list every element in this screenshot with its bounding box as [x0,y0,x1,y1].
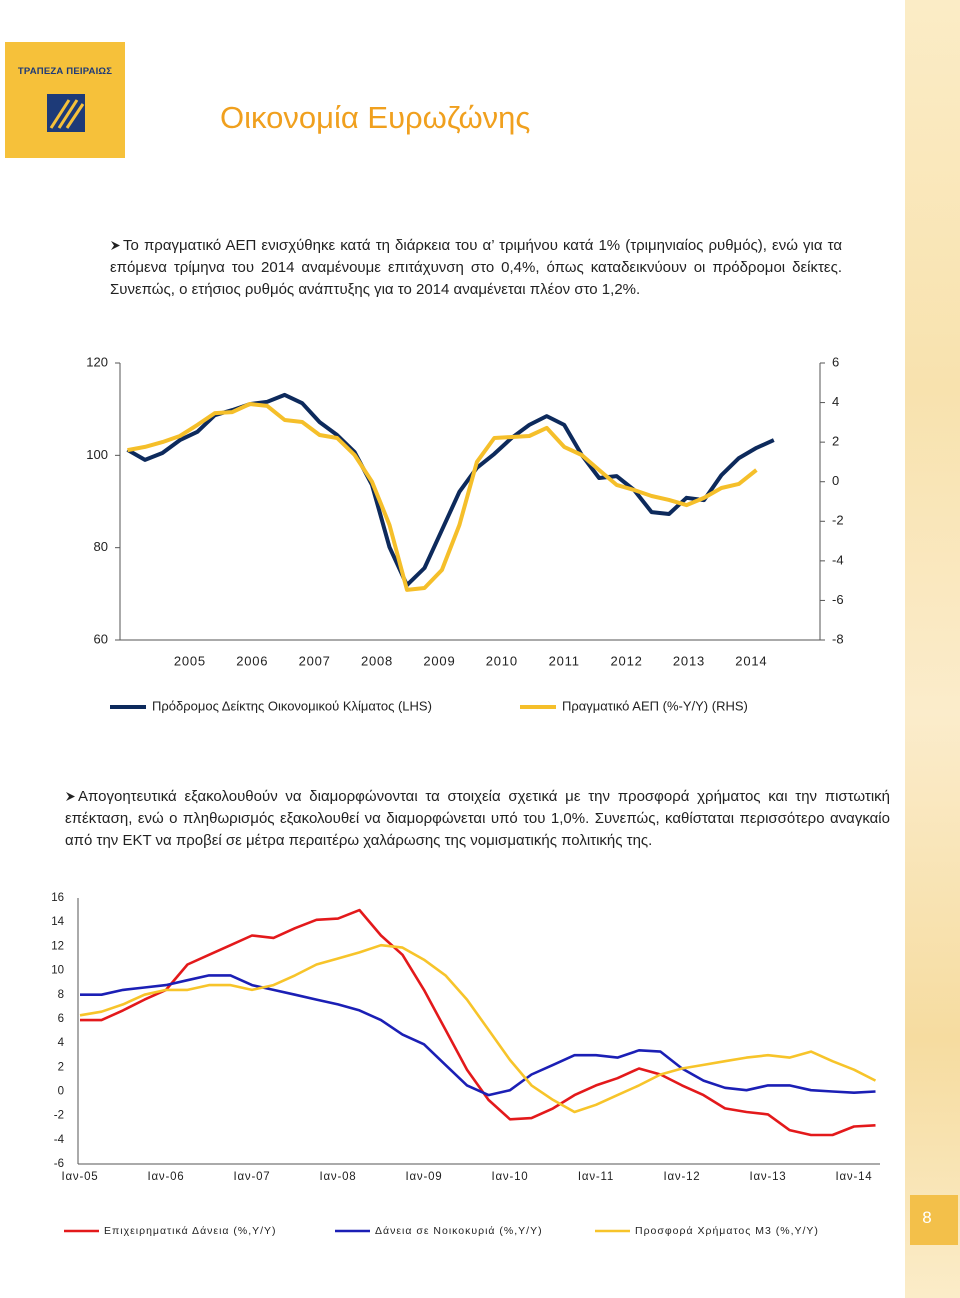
x-tick-label: 2010 [486,653,518,668]
x-tick-label: 2008 [361,653,393,668]
x-tick-label: Ιαν-05 [61,1171,98,1183]
x-tick-label: Ιαν-13 [749,1171,786,1183]
y-tick-label: 8 [58,989,64,1001]
x-tick-label: Ιαν-11 [578,1171,614,1183]
legend-label: Πραγματικό ΑΕΠ (%-Y/Y) (RHS) [562,698,748,713]
x-tick-label: Ιαν-07 [233,1171,270,1183]
y-tick-label: 14 [51,916,64,928]
x-tick-label: 2014 [735,653,767,668]
paragraph: Το πραγματικό ΑΕΠ ενισχύθηκε κατά τη διά… [110,235,842,301]
y-tick-label: 60 [94,631,108,646]
legend-label: Επιχειρηματικά Δάνεια (%,Υ/Υ) [104,1225,277,1237]
y-tick-label: -6 [54,1158,64,1170]
page-number: 8 [922,1208,932,1227]
logo: ΤΡΑΠΕΖΑ ΠΕΙΡΑΙΩΣ [5,42,125,158]
x-tick-label: Ιαν-12 [663,1171,700,1183]
paragraph-text: Το πραγματικό ΑΕΠ ενισχύθηκε κατά τη διά… [110,237,842,298]
y2-tick-label: 2 [832,434,839,449]
legend-label: Πρόδρομος Δείκτης Οικονομικού Κλίματος (… [152,698,432,713]
legend-label: Δάνεια σε Νοικοκυριά (%,Υ/Υ) [375,1225,543,1237]
y-tick-label: 16 [51,892,64,904]
page-title: Οικονομία Ευρωζώνης [220,100,531,135]
series-line [79,943,877,1114]
x-tick-label: 2009 [423,653,455,668]
x-tick-label: Ιαν-14 [835,1171,872,1183]
y2-tick-label: -8 [832,631,844,646]
y-tick-label: 120 [86,354,108,369]
x-tick-label: Ιαν-09 [405,1171,442,1183]
y-tick-label: 10 [51,965,64,977]
y-tick-label: -4 [54,1134,65,1146]
x-tick-label: Ιαν-06 [147,1171,184,1183]
y-tick-label: -2 [54,1110,64,1122]
y-tick-label: 0 [58,1085,64,1097]
x-tick-label: 2006 [236,653,268,668]
y-tick-label: 80 [94,539,108,554]
paragraph-text: Απογοητευτικά εξακολουθούν να διαμορφώνο… [65,788,890,849]
x-tick-label: 2011 [549,653,580,668]
y2-tick-label: -2 [832,513,844,528]
bank-name: ΤΡΑΠΕΖΑ ΠΕΙΡΑΙΩΣ [17,66,113,77]
y2-tick-label: -4 [832,552,844,567]
bullet [111,241,120,250]
y2-tick-label: 4 [832,394,839,409]
x-tick-label: 2005 [174,653,206,668]
y-tick-label: 4 [58,1037,65,1049]
page-number-box [910,1195,958,1245]
y2-tick-label: -6 [832,592,844,607]
series-line [127,402,758,592]
x-tick-label: Ιαν-08 [319,1171,356,1183]
logo-icon [47,94,85,132]
y2-tick-label: 0 [832,473,839,488]
decorative-stripe [905,0,960,1298]
x-tick-label: 2013 [673,653,705,668]
bullet [66,792,75,801]
x-tick-label: Ιαν-10 [491,1171,528,1183]
y2-tick-label: 6 [832,354,839,369]
y-tick-label: 6 [58,1013,64,1025]
y-tick-label: 2 [58,1061,64,1073]
series-line [126,392,775,588]
series-line [80,974,876,1097]
x-tick-label: 2012 [611,653,643,668]
x-tick-label: 2007 [299,653,331,668]
paragraph: Απογοητευτικά εξακολουθούν να διαμορφώνο… [65,786,890,852]
legend-label: Προσφορά Χρήματος Μ3 (%,Υ/Υ) [635,1225,819,1237]
y-tick-label: 12 [51,940,64,952]
y-tick-label: 100 [86,447,108,462]
series-line [80,908,876,1137]
